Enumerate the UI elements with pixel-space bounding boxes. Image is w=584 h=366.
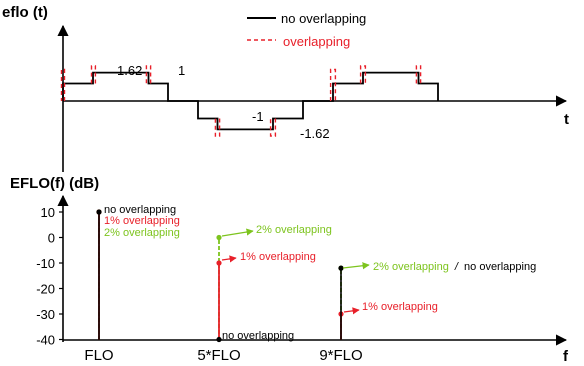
arrow-5flo-two-pct [221,228,254,237]
anno-flo-no-overlap: no overlapping [104,204,176,216]
anno-5flo-one-pct: 1% overlapping [240,251,316,263]
legend-label-no-overlap: no overlapping [281,11,366,26]
overlap-waveform-segment [415,65,422,84]
anno-9flo-two-pct: 2% overlapping [373,261,449,273]
y-tick-label: 10 [41,205,55,220]
time-domain-chart: eflo (t) t no overlapping overlapping 1.… [2,4,569,172]
level-label-pos-low: 1 [178,63,185,78]
overlap-waveform-segment [60,68,66,101]
overlap-waveform-segment [145,65,152,84]
x-tick-label-9flo: 9*FLO [319,347,362,364]
anno-9flo-separator: / [454,261,459,273]
overlap-waveform-segment [214,118,221,137]
legend-label-overlap: overlapping [283,34,350,49]
y-tick-label: -40 [36,333,55,348]
arrow-5flo-one-pct [221,255,237,263]
freq-y-ticks: 10 0 -10 -20 -30 -40 [36,205,63,348]
y-tick-label: -10 [36,256,55,271]
spectral-point-no-overlap [216,336,222,343]
y-tick-label: -20 [36,282,55,297]
level-label-neg-high: -1.62 [300,126,330,141]
freq-y-axis-title: EFLO(f) (dB) [10,175,99,192]
y-tick-label: 0 [48,231,55,246]
time-series-group [60,65,439,137]
anno-flo-one-pct: 1% overlapping [104,215,180,227]
spectral-point-one-pct [216,260,222,266]
freq-x-axis-title: f [563,348,569,365]
level-label-neg-low: -1 [252,109,264,124]
spectral-point-two-pct [216,234,222,241]
anno-5flo-no-overlap: no overlapping [222,330,294,342]
x-tick-label-flo: FLO [84,347,113,364]
time-x-axis-title: t [564,111,569,128]
anno-9flo-two-pct-line: 2% overlapping / no overlapping [373,261,536,273]
freq-series-group [96,209,344,343]
spectral-point-no-overlap [338,265,344,271]
anno-9flo-no-overlap: no overlapping [464,261,536,273]
anno-5flo-two-pct: 2% overlapping [256,224,332,236]
spectral-point-no-overlap [96,209,102,215]
overlap-waveform-segment [359,65,367,84]
anno-flo-two-pct: 2% overlapping [104,227,180,239]
time-y-axis-title: eflo (t) [2,4,48,21]
arrow-9flo-two-pct [342,262,370,270]
y-tick-label: -30 [36,307,55,322]
arrow-9flo-one-pct [343,307,360,315]
level-label-pos-high: 1.62 [117,63,142,78]
anno-9flo-one-pct: 1% overlapping [362,301,438,313]
overlap-waveform-segment [269,118,277,137]
overlap-waveform-segment [329,68,337,101]
x-tick-label-5flo: 5*FLO [197,347,240,364]
frequency-domain-chart: EFLO(f) (dB) f 10 0 -10 -20 -30 -40 FLO 5*FLO… [10,175,569,365]
overlap-waveform-segment [90,65,97,84]
no-overlap-waveform [62,71,439,131]
time-legend: no overlapping overlapping [247,11,366,49]
